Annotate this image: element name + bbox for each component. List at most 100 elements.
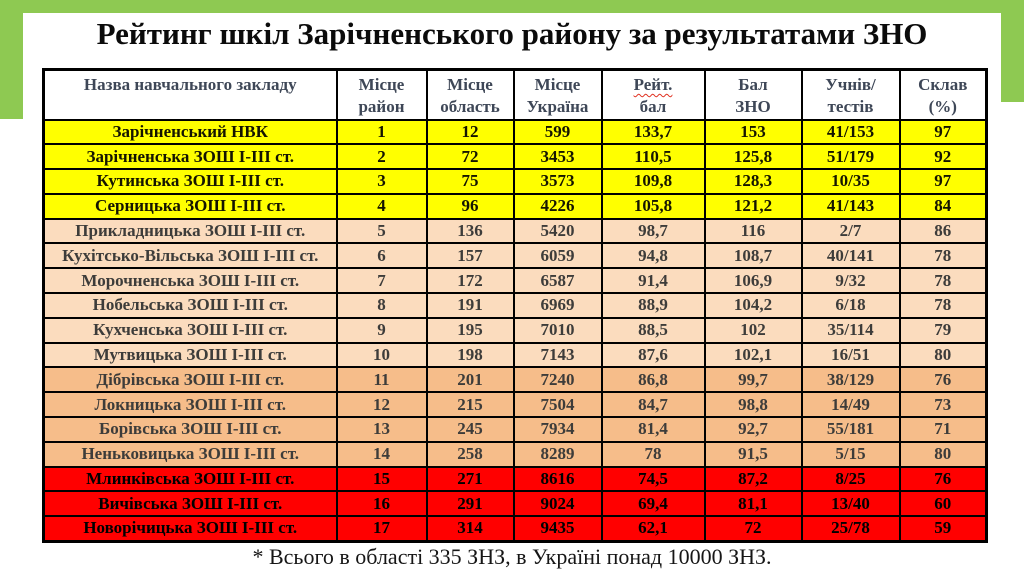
- cell-zno_score: 72: [703, 515, 803, 543]
- cell-name: Нобельська ЗОШ І-ІІІ ст.: [42, 292, 338, 319]
- school-row: Неньковицька ЗОШ І-ІІІ ст. 14 258 8289 78 91,…: [42, 440, 988, 468]
- cell-place_district: 2: [335, 143, 428, 171]
- cell-place_ukraine: 7934: [512, 416, 603, 443]
- school-row: Дібрівська ЗОШ І-ІІІ ст. 11 201 7240 86,8 99,…: [42, 366, 988, 394]
- cell-place_region: 72: [425, 143, 515, 171]
- cell-place_district: 11: [335, 366, 428, 394]
- cell-name: Дібрівська ЗОШ І-ІІІ ст.: [42, 366, 338, 394]
- cell-rating_score: 78: [600, 440, 706, 468]
- cell-passed_pct: 97: [898, 118, 988, 146]
- cell-students_tests: 40/141: [800, 242, 901, 270]
- cell-place_region: 136: [425, 217, 515, 245]
- cell-name: Борівська ЗОШ І-ІІІ ст.: [42, 416, 338, 443]
- cell-place_ukraine: 3573: [512, 168, 603, 195]
- cell-passed_pct: 80: [898, 440, 988, 468]
- cell-rating_score: 74,5: [600, 465, 706, 493]
- cell-place_district: 12: [335, 391, 428, 419]
- cell-place_region: 195: [425, 316, 515, 344]
- column-header-line1: Бал: [738, 75, 768, 94]
- cell-place_district: 10: [335, 341, 428, 369]
- school-row: Кухченська ЗОШ І-ІІІ ст. 9 195 7010 88,5 102 3…: [42, 316, 988, 344]
- cell-place_district: 6: [335, 242, 428, 270]
- cell-students_tests: 10/35: [800, 168, 901, 195]
- cell-place_district: 7: [335, 267, 428, 295]
- column-header-line2: (%): [928, 97, 957, 116]
- school-row: Кухітсько-Вільська ЗОШ І-ІІІ ст. 6 157 6059…: [42, 242, 988, 270]
- column-header-line1: Склав: [918, 75, 968, 94]
- cell-zno_score: 91,5: [703, 440, 803, 468]
- green-border-right: [1001, 0, 1024, 102]
- column-header-place_district: Місце район: [335, 68, 428, 121]
- cell-rating_score: 94,8: [600, 242, 706, 270]
- cell-students_tests: 2/7: [800, 217, 901, 245]
- school-row: Нобельська ЗОШ І-ІІІ ст. 8 191 6969 88,9 104,…: [42, 292, 988, 319]
- school-row: Зарічненський НВК 1 12 599 133,7 153 41/153 97: [42, 118, 988, 146]
- column-header-place_ukraine: Місце Україна: [512, 68, 603, 121]
- cell-name: Кутинська ЗОШ І-ІІІ ст.: [42, 168, 338, 195]
- cell-students_tests: 41/153: [800, 118, 901, 146]
- column-header-line1: Місце: [358, 75, 405, 94]
- column-header-line1: Місце: [447, 75, 493, 94]
- cell-zno_score: 102: [703, 316, 803, 344]
- cell-zno_score: 121,2: [703, 192, 803, 220]
- cell-name: Кухченська ЗОШ І-ІІІ ст.: [42, 316, 338, 344]
- green-border-top: [0, 0, 1024, 13]
- column-header-line2: область: [440, 97, 500, 116]
- cell-place_ukraine: 9024: [512, 490, 603, 518]
- cell-name: Зарічненський НВК: [42, 118, 338, 146]
- cell-students_tests: 9/32: [800, 267, 901, 295]
- column-header-line1: Місце: [534, 75, 581, 94]
- cell-zno_score: 98,8: [703, 391, 803, 419]
- cell-place_region: 201: [425, 366, 515, 394]
- cell-passed_pct: 76: [898, 465, 988, 493]
- cell-students_tests: 13/40: [800, 490, 901, 518]
- cell-students_tests: 5/15: [800, 440, 901, 468]
- cell-place_ukraine: 3453: [512, 143, 603, 171]
- column-header-zno_score: Бал ЗНО: [703, 68, 803, 121]
- cell-place_district: 8: [335, 292, 428, 319]
- cell-name: Зарічненська ЗОШ І-ІІІ ст.: [42, 143, 338, 171]
- cell-passed_pct: 86: [898, 217, 988, 245]
- school-row: Новорічицька ЗОШ І-ІІІ ст. 17 314 9435 62,1 7…: [42, 515, 988, 543]
- school-row: Кутинська ЗОШ І-ІІІ ст. 3 75 3573 109,8 128,3…: [42, 168, 988, 195]
- cell-zno_score: 81,1: [703, 490, 803, 518]
- school-ranking-table: Назва навчального закладу Місце район Місце…: [42, 68, 988, 543]
- cell-place_ukraine: 7240: [512, 366, 603, 394]
- cell-passed_pct: 92: [898, 143, 988, 171]
- cell-name: Локницька ЗОШ І-ІІІ ст.: [42, 391, 338, 419]
- table-header-row: Назва навчального закладу Місце район Місце…: [42, 68, 988, 121]
- cell-place_district: 4: [335, 192, 428, 220]
- cell-rating_score: 105,8: [600, 192, 706, 220]
- cell-place_region: 157: [425, 242, 515, 270]
- school-row: Локницька ЗОШ І-ІІІ ст. 12 215 7504 84,7 98,8…: [42, 391, 988, 419]
- cell-place_region: 245: [425, 416, 515, 443]
- column-header-place_region: Місце область: [425, 68, 515, 121]
- column-header-line2: бал: [639, 97, 667, 116]
- cell-place_ukraine: 5420: [512, 217, 603, 245]
- cell-zno_score: 153: [703, 118, 803, 146]
- cell-place_ukraine: 6969: [512, 292, 603, 319]
- school-row: Зарічненська ЗОШ І-ІІІ ст. 2 72 3453 110,5 12…: [42, 143, 988, 171]
- column-header-line2: район: [358, 97, 405, 116]
- column-header-line1: Учнів/: [825, 75, 876, 94]
- cell-passed_pct: 78: [898, 292, 988, 319]
- cell-place_district: 14: [335, 440, 428, 468]
- cell-name: Неньковицька ЗОШ І-ІІІ ст.: [42, 440, 338, 468]
- cell-place_ukraine: 4226: [512, 192, 603, 220]
- column-header-line1: Рейт.: [633, 75, 673, 94]
- green-border-left: [0, 0, 23, 119]
- slide-title: Рейтинг шкіл Зарічненського району за ре…: [96, 16, 928, 51]
- cell-passed_pct: 79: [898, 316, 988, 344]
- cell-place_district: 9: [335, 316, 428, 344]
- cell-rating_score: 86,8: [600, 366, 706, 394]
- school-row: Мутвицька ЗОШ І-ІІІ ст. 10 198 7143 87,6 102,…: [42, 341, 988, 369]
- cell-place_ukraine: 7143: [512, 341, 603, 369]
- cell-name: Мутвицька ЗОШ І-ІІІ ст.: [42, 341, 338, 369]
- cell-place_district: 15: [335, 465, 428, 493]
- school-row: Серницька ЗОШ І-ІІІ ст. 4 96 4226 105,8 121,2…: [42, 192, 988, 220]
- cell-place_district: 17: [335, 515, 428, 543]
- school-row: Морочненська ЗОШ І-ІІІ ст. 7 172 6587 91,4 10…: [42, 267, 988, 295]
- cell-students_tests: 8/25: [800, 465, 901, 493]
- cell-place_region: 291: [425, 490, 515, 518]
